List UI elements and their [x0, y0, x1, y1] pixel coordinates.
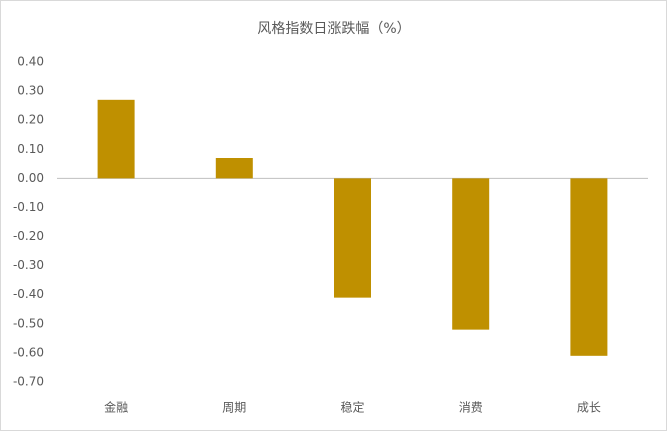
- y-tick-label: 0.40: [17, 55, 44, 69]
- y-tick-label: 0.10: [17, 142, 44, 156]
- x-tick-label: 金融: [104, 400, 128, 415]
- y-tick-label: -0.50: [13, 316, 44, 330]
- chart-title: 风格指数日涨跌幅（%）: [257, 21, 410, 37]
- x-tick-label: 成长: [577, 401, 601, 415]
- y-tick-label: 0.00: [17, 171, 44, 185]
- y-tick-label: -0.20: [13, 229, 44, 243]
- y-tick-label: 0.20: [17, 113, 44, 127]
- bar: [570, 178, 608, 356]
- bar: [97, 99, 135, 179]
- y-tick-label: 0.30: [17, 84, 44, 98]
- x-tick-label: 周期: [222, 401, 246, 415]
- x-tick-label: 稳定: [340, 400, 364, 415]
- bar: [334, 178, 371, 298]
- y-tick-label: -0.40: [13, 287, 44, 301]
- x-tick-label: 消费: [459, 401, 483, 415]
- y-tick-label: -0.30: [13, 258, 44, 272]
- y-tick-label: -0.60: [13, 345, 44, 359]
- bar: [452, 178, 490, 330]
- y-tick-label: -0.70: [13, 375, 44, 389]
- y-tick-label: -0.10: [13, 200, 44, 214]
- bar: [215, 158, 253, 179]
